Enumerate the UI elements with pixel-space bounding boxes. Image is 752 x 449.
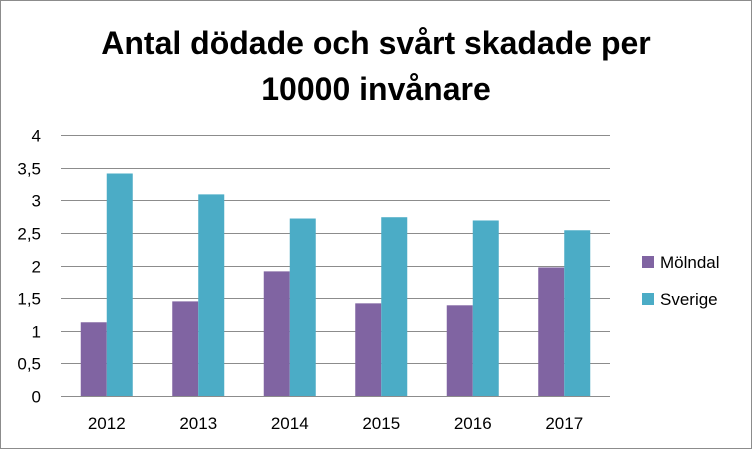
x-tick-label: 2015 bbox=[362, 414, 400, 433]
chart-title-line-2: 10000 invånare bbox=[261, 71, 491, 107]
legend-label-mölndal: Mölndal bbox=[660, 253, 720, 272]
y-tick-label: 0 bbox=[32, 388, 41, 407]
bar-sverige-2012 bbox=[106, 173, 133, 396]
x-tick-label: 2016 bbox=[454, 414, 492, 433]
legend-swatch-sverige bbox=[642, 293, 654, 305]
y-tick-label: 2 bbox=[32, 258, 41, 277]
y-tick-label: 1,5 bbox=[17, 290, 41, 309]
legend-swatch-mölndal bbox=[642, 256, 654, 268]
bar-sverige-2017 bbox=[564, 230, 591, 396]
bar-mölndal-2017 bbox=[538, 267, 565, 396]
y-axis: 0 0,5 1 1,5 2 2,5 3 3,5 4 bbox=[17, 127, 41, 407]
x-tick-label: 2017 bbox=[545, 414, 583, 433]
x-tick-label: 2012 bbox=[88, 414, 126, 433]
chart-title: Antal dödade och svårt skadade per 10000… bbox=[0, 20, 752, 112]
bar-sverige-2013 bbox=[198, 194, 225, 396]
legend: Mölndal Sverige bbox=[642, 253, 720, 309]
y-tick-label: 0,5 bbox=[17, 355, 41, 374]
bar-sverige-2015 bbox=[381, 217, 408, 396]
bar-mölndal-2014 bbox=[263, 271, 290, 396]
x-tick-label: 2014 bbox=[271, 414, 309, 433]
gridlines bbox=[61, 135, 610, 397]
y-tick-label: 3 bbox=[32, 192, 41, 211]
y-tick-label: 3,5 bbox=[17, 160, 41, 179]
bar-sverige-2014 bbox=[289, 218, 316, 396]
bars bbox=[80, 173, 591, 396]
y-tick-label: 4 bbox=[32, 127, 41, 146]
bar-mölndal-2015 bbox=[355, 303, 382, 396]
chart-title-line-1: Antal dödade och svårt skadade per bbox=[101, 25, 651, 61]
x-tick-label: 2013 bbox=[179, 414, 217, 433]
y-tick-label: 1 bbox=[32, 323, 41, 342]
y-tick-label: 2,5 bbox=[17, 225, 41, 244]
legend-label-sverige: Sverige bbox=[660, 290, 718, 309]
bar-mölndal-2016 bbox=[446, 305, 473, 396]
bar-mölndal-2013 bbox=[172, 301, 199, 396]
bar-mölndal-2012 bbox=[80, 322, 107, 396]
bar-sverige-2016 bbox=[472, 220, 499, 396]
x-axis: 2012 2013 2014 2015 2016 2017 bbox=[61, 396, 610, 433]
